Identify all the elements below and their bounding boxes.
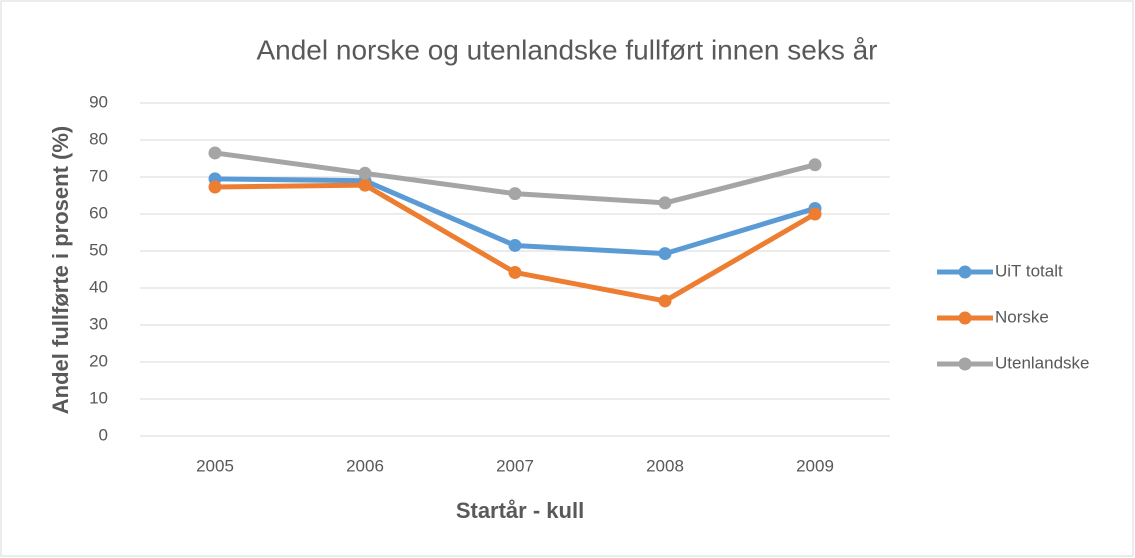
- legend-label: Norske: [995, 307, 1049, 326]
- x-tick-label: 2005: [196, 456, 234, 475]
- data-point: [808, 158, 822, 172]
- data-point: [358, 166, 372, 180]
- data-point: [508, 265, 522, 279]
- y-tick-label: 20: [89, 351, 108, 370]
- y-tick-label: 30: [89, 314, 108, 333]
- y-tick-label: 40: [89, 277, 108, 296]
- y-tick-label: 50: [89, 240, 108, 259]
- y-tick-label: 70: [89, 166, 108, 185]
- data-point: [508, 187, 522, 201]
- data-point: [208, 146, 222, 160]
- y-axis-label: Andel fullførte i prosent (%): [48, 126, 73, 414]
- data-point: [658, 196, 672, 210]
- y-tick-label: 90: [89, 92, 108, 111]
- x-tick-label: 2009: [796, 456, 834, 475]
- x-axis-label: Startår - kull: [456, 498, 584, 523]
- y-tick-label: 10: [89, 388, 108, 407]
- y-tick-label: 80: [89, 129, 108, 148]
- legend-marker: [958, 265, 972, 279]
- legend-marker: [958, 357, 972, 371]
- x-tick-label: 2007: [496, 456, 534, 475]
- data-point: [208, 180, 222, 194]
- y-tick-label: 0: [99, 425, 108, 444]
- y-tick-label: 60: [89, 203, 108, 222]
- legend-label: UiT totalt: [995, 261, 1063, 280]
- x-tick-label: 2006: [346, 456, 384, 475]
- data-point: [658, 247, 672, 261]
- legend-label: Utenlandske: [995, 353, 1090, 372]
- chart-title: Andel norske og utenlandske fullført inn…: [256, 34, 877, 65]
- data-point: [658, 294, 672, 308]
- x-tick-label: 2008: [646, 456, 684, 475]
- data-point: [508, 238, 522, 252]
- data-point: [358, 178, 372, 192]
- legend-marker: [958, 311, 972, 325]
- data-point: [808, 207, 822, 221]
